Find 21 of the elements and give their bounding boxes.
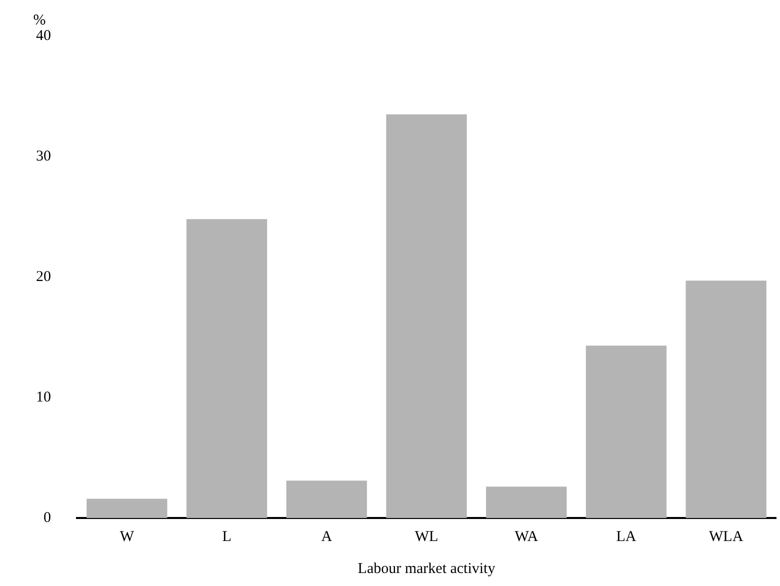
bar	[186, 219, 268, 518]
x-tick-label: LA	[616, 528, 636, 545]
y-tick-label: 10	[36, 389, 51, 406]
x-tick-label: WL	[414, 528, 438, 545]
bar	[386, 114, 467, 518]
bar	[286, 480, 367, 518]
x-axis-title: Labour market activity	[358, 560, 496, 577]
x-tick-label: L	[222, 528, 232, 545]
y-axis-title: %	[33, 12, 46, 28]
x-tick-label: A	[321, 528, 332, 545]
y-tick-label: 30	[36, 148, 51, 164]
y-tick-label: 40	[36, 28, 51, 44]
bar	[86, 498, 168, 518]
bar	[686, 280, 766, 518]
bar	[486, 486, 567, 518]
x-tick-label: WLA	[708, 528, 744, 545]
x-tick-label: WA	[514, 528, 538, 545]
y-tick-label: 0	[44, 510, 51, 526]
y-tick-label: 20	[36, 268, 51, 285]
bar	[586, 346, 667, 518]
x-tick-label: W	[120, 528, 135, 545]
